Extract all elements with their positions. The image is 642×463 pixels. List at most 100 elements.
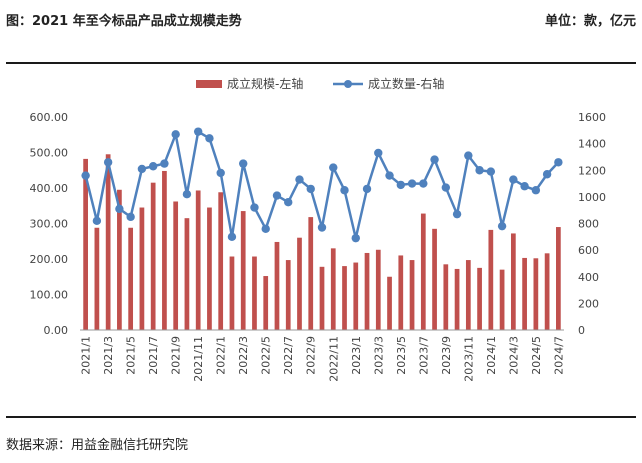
bar (375, 249, 381, 330)
line-point (396, 180, 405, 190)
line-point (160, 159, 169, 168)
chart-title: 图：2021 年至今标品产品成立规模走势 (6, 14, 242, 29)
line-point (509, 175, 518, 184)
y-right-tick-label: 600 (578, 244, 599, 257)
x-tick-label: 2023/7 (417, 336, 430, 375)
y-left-tick-label: 400.00 (30, 182, 69, 195)
x-tick-label: 2022/5 (260, 336, 273, 375)
line-point (239, 159, 248, 168)
x-tick-label: 2024/1 (485, 336, 498, 375)
axes: 0.00 100.00 200.00 300.00 400.00 500.00 600.00… (30, 111, 607, 382)
x-tick-label: 2022/11 (327, 336, 340, 382)
bar (342, 266, 347, 330)
y-right-tick-label: 1400 (578, 138, 606, 151)
bar (207, 207, 212, 330)
bar (162, 170, 167, 330)
line-point (407, 179, 417, 188)
line-point (205, 134, 214, 143)
x-tick-label: 2021/1 (80, 336, 93, 375)
line-point (554, 158, 563, 167)
bar (308, 217, 314, 330)
line-point (329, 163, 338, 172)
bar (229, 256, 235, 330)
bar (409, 260, 415, 330)
line-point (250, 203, 259, 212)
line-point (542, 170, 552, 179)
bar (330, 248, 336, 330)
bar (353, 262, 359, 330)
line-point (216, 168, 225, 178)
bar (499, 269, 505, 330)
line-point (497, 221, 507, 231)
bottom-divider (6, 416, 636, 418)
y-left-tick-label: 100.00 (30, 289, 69, 302)
line-point (374, 148, 383, 158)
bar (274, 241, 280, 330)
y-left-tick-label: 0.00 (44, 324, 69, 337)
bar (105, 154, 111, 330)
x-tick-label: 2023/5 (395, 336, 408, 375)
bar (544, 253, 550, 330)
top-divider (6, 62, 636, 64)
y-left-tick-label: 300.00 (30, 218, 69, 231)
line-point (182, 190, 192, 199)
x-tick-label: 2021/7 (147, 336, 160, 375)
bar-series (83, 154, 561, 330)
x-tick-label: 2023/1 (350, 336, 363, 375)
x-tick-label: 2023/9 (440, 336, 453, 375)
header: 图：2021 年至今标品产品成立规模走势 单位：款，亿元 (0, 0, 642, 40)
y-right-tick-label: 1000 (578, 191, 606, 204)
bar (522, 257, 527, 330)
bar (297, 237, 302, 330)
y-right-tick-label: 200 (578, 297, 599, 310)
line-point (531, 186, 541, 195)
line-point (419, 179, 428, 188)
y-left-tick-label: 600.00 (30, 111, 69, 124)
bar (285, 260, 291, 330)
y-right-tick-label: 400 (578, 271, 599, 284)
combo-chart: 成立规模-左轴 成立数量-右轴 0.00 100.00 200.00 300.00 400… (30, 76, 607, 382)
bar (218, 192, 224, 330)
bar (387, 276, 392, 330)
line-point (486, 167, 496, 176)
line-point (362, 184, 372, 194)
bar (319, 266, 325, 330)
y-right-tick-label: 0 (578, 324, 585, 337)
line-path (84, 130, 560, 240)
line-point (340, 186, 349, 195)
x-tick-label: 2023/3 (372, 336, 385, 375)
y-right-tick-label: 800 (578, 218, 599, 231)
line-point (430, 155, 439, 164)
bar (173, 201, 179, 330)
bar (240, 211, 246, 330)
x-tick-label: 2024/3 (507, 336, 520, 375)
bar (488, 229, 494, 330)
line-point (272, 191, 282, 200)
x-tick-label: 2021/11 (192, 336, 205, 382)
bar (128, 227, 134, 330)
line-point (171, 130, 180, 139)
y-right-tick-label: 1600 (578, 111, 606, 124)
bar (83, 158, 88, 330)
line-point (464, 151, 473, 160)
bar (398, 255, 404, 330)
unit-label: 单位：款，亿元 (544, 14, 636, 29)
bar (139, 207, 145, 330)
bar (432, 228, 437, 330)
line-point (452, 209, 462, 219)
line-point (81, 171, 90, 180)
line-series (81, 127, 563, 243)
bar (477, 267, 482, 330)
legend-line-label: 成立数量-右轴 (368, 76, 444, 91)
bar (94, 227, 100, 330)
y-left-tick-label: 500.00 (30, 147, 69, 160)
legend: 成立规模-左轴 成立数量-右轴 (196, 76, 444, 91)
bar (556, 227, 561, 330)
legend-bar-label: 成立规模-左轴 (227, 76, 303, 91)
line-point (317, 223, 327, 232)
line-point (115, 204, 124, 214)
line-point (284, 198, 293, 207)
x-tick-label: 2024/5 (530, 336, 543, 375)
line-point (126, 212, 135, 222)
line-point (385, 171, 394, 180)
